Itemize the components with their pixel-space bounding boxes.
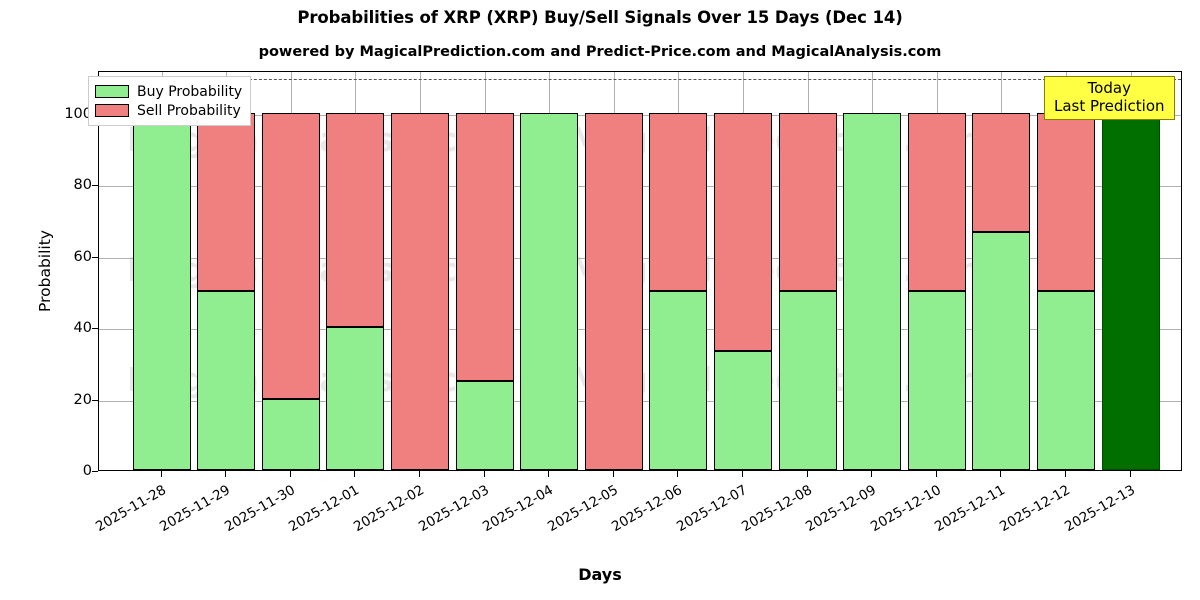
plot-inner: MagicalAnalysis.com MagicalAnalysis.com Ma… [99,72,1181,470]
x-axis-tick-mark [418,471,420,477]
bar-segment-buy[interactable] [520,112,579,470]
x-axis-tick-mark [483,471,485,477]
bar-segment-sell[interactable] [197,112,256,292]
bar-segment-buy[interactable] [907,291,966,470]
y-axis-tick-label: 60 [73,248,92,265]
bar-group[interactable] [261,72,320,470]
y-axis-tick-mark [92,185,98,187]
bar-segment-buy[interactable] [326,327,385,470]
bar-group[interactable] [326,72,385,470]
bar-segment-sell[interactable] [907,112,966,292]
y-axis-tick-label: 100 [64,105,92,122]
bar-group[interactable] [1036,72,1095,470]
bar-segment-sell[interactable] [261,112,320,399]
bar-group[interactable] [132,72,191,470]
y-axis-tick-mark [92,399,98,401]
bar-segment-sell[interactable] [390,112,449,470]
bar-group[interactable] [843,72,902,470]
x-axis-label: Days [578,565,622,584]
bar-group[interactable] [713,72,772,470]
bar-segment-sell[interactable] [1036,112,1095,292]
bar-group[interactable] [907,72,966,470]
x-axis-tick-mark [1064,471,1066,477]
x-axis-tick-mark [225,471,227,477]
chart-subtitle: powered by MagicalPrediction.com and Pre… [258,44,942,60]
bar-group[interactable] [649,72,708,470]
today-annotation: Today Last Prediction [1044,76,1175,121]
legend-item[interactable]: Buy Probability [95,82,242,101]
bar-segment-buy[interactable] [843,112,902,470]
y-axis-tick-label: 0 [82,463,92,479]
chart-legend: Buy Probability Sell Probability [88,76,252,126]
today-annotation-line2: Last Prediction [1054,96,1165,115]
legend-swatch-sell [95,104,129,117]
bar-segment-sell[interactable] [713,112,772,352]
y-axis-tick-label: 20 [73,391,92,408]
y-axis-ticks: 0 20 40 60 80 100 [36,71,92,479]
x-axis-tick-mark [160,471,162,477]
bar-segment-buy[interactable] [1036,291,1095,470]
bar-segment-buy[interactable] [132,112,191,470]
bar-segment-buy[interactable] [649,291,708,470]
legend-swatch-buy [95,85,129,98]
bar-segment-buy[interactable] [197,291,256,470]
x-axis-tick-mark [289,471,291,477]
y-axis-tick-mark [92,256,98,258]
legend-item[interactable]: Sell Probability [95,101,242,120]
bar-group[interactable] [1101,72,1160,470]
y-axis-tick-label: 80 [73,177,92,194]
bar-segment-buy[interactable] [972,231,1031,470]
bar-segment-today[interactable] [1101,112,1160,470]
y-axis-tick-mark [92,328,98,330]
x-axis-tick-mark [741,471,743,477]
x-axis-tick-mark [1129,471,1131,477]
x-axis-tick-mark [354,471,356,477]
bar-segment-sell[interactable] [649,112,708,292]
x-axis-tick-mark [871,471,873,477]
bar-group[interactable] [778,72,837,470]
bar-group[interactable] [520,72,579,470]
bar-segment-buy[interactable] [455,380,514,470]
y-axis-tick-label: 40 [73,320,92,337]
plot-area: MagicalAnalysis.com MagicalAnalysis.com Ma… [98,71,1182,471]
bar-group[interactable] [455,72,514,470]
chart-title: Probabilities of XRP (XRP) Buy/Sell Sign… [297,8,903,27]
bar-segment-buy[interactable] [261,398,320,470]
bar-segment-sell[interactable] [972,112,1031,232]
bar-group[interactable] [584,72,643,470]
bar-segment-sell[interactable] [778,112,837,292]
x-axis-tick-mark [1000,471,1002,477]
x-axis-tick-mark [935,471,937,477]
today-annotation-line1: Today [1087,79,1131,97]
bar-group[interactable] [197,72,256,470]
x-axis-tick-mark [677,471,679,477]
x-axis-tick-mark [806,471,808,477]
x-axis-tick-mark [548,471,550,477]
legend-label: Buy Probability [137,83,243,100]
bar-segment-buy[interactable] [778,291,837,470]
bar-segment-sell[interactable] [326,112,385,328]
legend-label: Sell Probability [137,102,241,119]
bar-group[interactable] [390,72,449,470]
bar-segment-sell[interactable] [584,112,643,470]
x-axis-tick-mark [612,471,614,477]
bar-segment-buy[interactable] [713,351,772,470]
bar-segment-sell[interactable] [455,112,514,381]
threshold-dashed-line [99,79,1181,81]
bar-group[interactable] [972,72,1031,470]
y-axis-tick-mark [92,471,98,472]
